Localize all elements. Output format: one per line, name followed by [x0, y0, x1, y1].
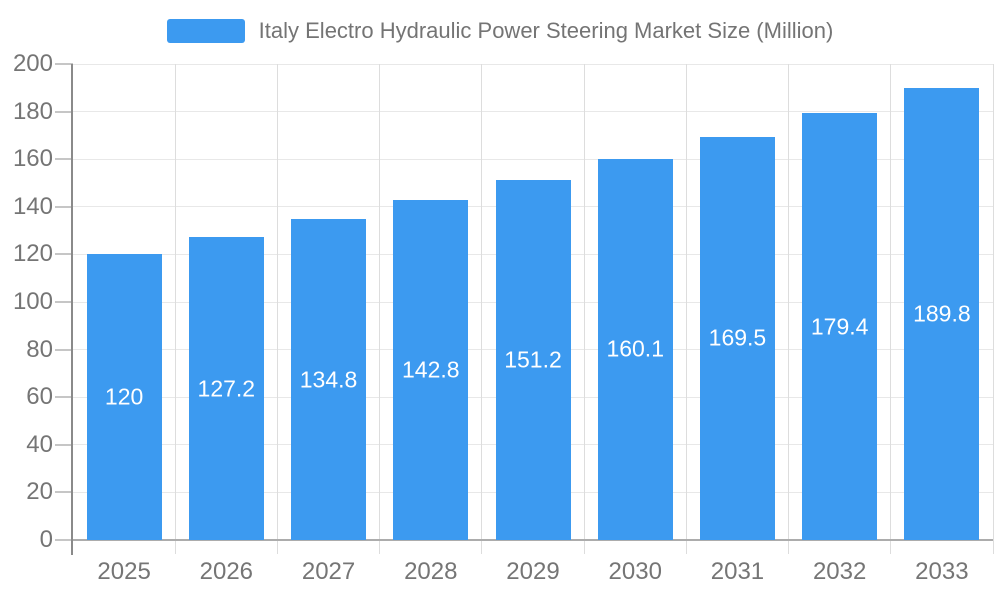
legend-label: Italy Electro Hydraulic Power Steering M…: [258, 18, 834, 43]
y-axis-tick: [55, 443, 73, 446]
v-gridline: [992, 64, 994, 540]
bar-value-label: 142.8: [401, 356, 460, 383]
legend-swatch: [166, 19, 245, 43]
bar[interactable]: [904, 88, 980, 540]
y-axis-tick: [55, 539, 73, 541]
v-gridline: [685, 64, 687, 540]
bar[interactable]: [699, 136, 775, 540]
bar[interactable]: [188, 237, 264, 540]
x-axis-tick: [788, 540, 790, 554]
x-axis-label: 2028: [404, 557, 458, 585]
x-axis-tick: [890, 540, 892, 554]
x-axis-label: 2033: [915, 557, 969, 585]
x-axis-label: 2031: [710, 557, 765, 585]
y-axis-tick: [55, 301, 73, 303]
y-axis-label: 160: [12, 144, 53, 172]
x-axis-label: 2027: [301, 557, 356, 585]
bar[interactable]: [291, 219, 367, 540]
h-gridline: [73, 63, 993, 65]
v-gridline: [174, 64, 176, 540]
x-axis-tick: [174, 540, 176, 554]
bar[interactable]: [597, 158, 673, 540]
x-axis-tick: [379, 540, 381, 554]
bar-value-label: 160.1: [606, 335, 664, 362]
bar-value-label: 189.8: [913, 300, 971, 327]
v-gridline: [583, 64, 585, 540]
bar-value-label: 151.2: [504, 346, 562, 373]
y-axis-tick: [55, 205, 73, 208]
legend-item[interactable]: Italy Electro Hydraulic Power Steering M…: [0, 19, 1000, 43]
bar-value-label: 179.4: [810, 312, 869, 339]
x-axis-label: 2032: [812, 557, 867, 585]
v-gridline: [890, 64, 892, 540]
v-gridline: [276, 64, 278, 540]
bar-value-label: 169.5: [708, 324, 767, 351]
y-axis-label: 200: [12, 49, 53, 77]
x-axis-tick: [481, 540, 483, 554]
x-axis-tick: [685, 540, 687, 554]
x-axis-line: [73, 539, 993, 541]
y-axis-tick: [55, 158, 73, 161]
y-axis-label: 80: [26, 335, 53, 363]
y-axis-tick: [55, 253, 73, 256]
y-axis-label: 0: [39, 525, 53, 553]
y-axis-label: 40: [26, 430, 53, 458]
bar-value-label: 134.8: [299, 365, 358, 392]
x-axis-label: 2025: [97, 557, 151, 585]
y-axis-label: 120: [12, 240, 53, 268]
h-gridline: [73, 111, 993, 113]
v-gridline: [481, 64, 483, 540]
y-axis-line: [71, 64, 73, 555]
bar[interactable]: [495, 180, 571, 540]
bar-value-label: 120: [104, 383, 144, 410]
x-axis-tick: [992, 540, 994, 554]
y-axis-label: 180: [12, 97, 53, 125]
x-axis-tick: [276, 540, 278, 554]
v-gridline: [379, 64, 381, 540]
y-axis-label: 20: [26, 478, 53, 506]
y-axis-tick: [55, 63, 73, 65]
bar-value-label: 127.2: [197, 374, 256, 401]
bar[interactable]: [86, 254, 162, 540]
bar[interactable]: [802, 113, 878, 540]
y-axis-tick: [55, 396, 73, 399]
y-axis-label: 60: [26, 382, 53, 410]
y-axis-tick: [55, 348, 73, 351]
y-axis-tick: [55, 491, 73, 494]
y-axis-label: 140: [12, 192, 53, 220]
x-axis-label: 2030: [608, 557, 662, 585]
v-gridline: [788, 64, 790, 540]
x-axis-tick: [583, 540, 585, 554]
y-axis-tick: [55, 110, 73, 113]
y-axis-label: 100: [12, 287, 53, 315]
bar[interactable]: [393, 200, 469, 540]
h-gridline: [73, 158, 993, 160]
x-axis-label: 2029: [506, 557, 560, 585]
x-axis-label: 2026: [199, 557, 254, 585]
